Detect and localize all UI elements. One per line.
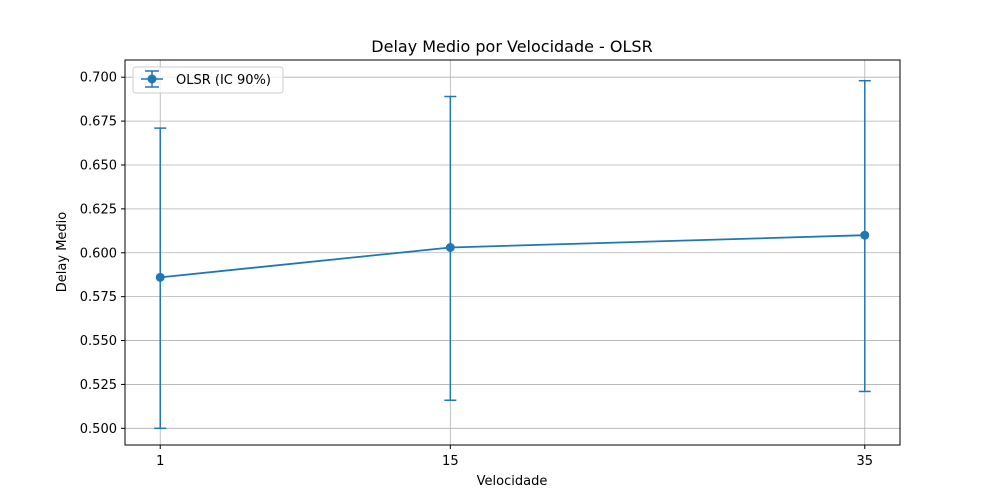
- grid: [125, 60, 900, 445]
- x-tick-label: 15: [442, 454, 459, 469]
- plot-frame: [124, 59, 901, 446]
- y-tick-label: 0.500: [80, 422, 117, 437]
- data-point: [445, 242, 455, 252]
- y-tick-label: 0.550: [80, 334, 117, 349]
- y-tick-label: 0.525: [80, 378, 117, 393]
- y-tick-label: 0.600: [80, 246, 117, 261]
- y-tick-label: 0.625: [80, 202, 117, 217]
- series-line: [160, 234, 865, 279]
- y-tick-label: 0.575: [80, 290, 117, 305]
- legend-marker: [147, 74, 157, 84]
- chart-title: Delay Medio por Velocidade - OLSR: [371, 37, 652, 56]
- legend-box: [132, 66, 284, 94]
- legend-label: OLSR (IC 90%): [176, 73, 271, 88]
- y-tick-label: 0.650: [80, 158, 117, 173]
- y-axis-ticks: 0.500 0.525 0.550 0.575 0.600 0.625 0.650 0.675…: [80, 71, 125, 437]
- y-tick-label: 0.700: [80, 71, 117, 86]
- x-axis-ticks: 1 15 35: [156, 445, 873, 469]
- legend: OLSR (IC 90%): [132, 66, 284, 94]
- series-layer: [154, 79, 871, 430]
- x-tick-label: 35: [856, 454, 873, 469]
- x-tick-label: 1: [156, 454, 164, 469]
- data-point: [155, 272, 165, 282]
- data-point: [860, 230, 870, 240]
- y-tick-label: 0.675: [80, 115, 117, 130]
- x-axis-label: Velocidade: [477, 474, 548, 489]
- y-axis-label: Delay Medio: [55, 212, 70, 292]
